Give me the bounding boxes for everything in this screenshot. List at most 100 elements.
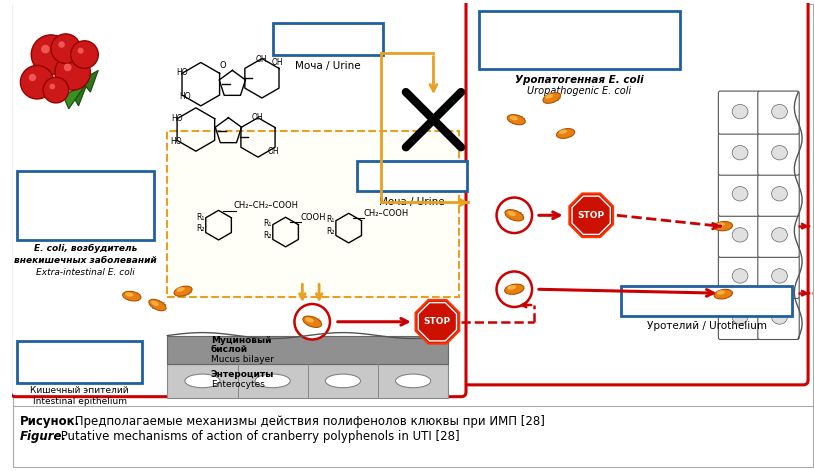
FancyBboxPatch shape (168, 131, 459, 297)
Ellipse shape (732, 105, 748, 119)
Text: R₁: R₁ (326, 215, 335, 224)
Circle shape (59, 41, 65, 48)
Text: CH₂–COOH: CH₂–COOH (364, 209, 409, 218)
Text: Extra-intestinal E. coli: Extra-intestinal E. coli (36, 268, 135, 276)
Ellipse shape (305, 317, 313, 323)
Ellipse shape (123, 292, 141, 301)
Ellipse shape (772, 105, 787, 119)
Text: STOP: STOP (424, 317, 451, 326)
Text: Рисунок.: Рисунок. (20, 415, 80, 429)
FancyBboxPatch shape (463, 0, 808, 385)
Ellipse shape (772, 187, 787, 201)
Text: HO: HO (170, 137, 182, 146)
Ellipse shape (174, 286, 192, 296)
Text: OH: OH (272, 58, 283, 67)
Text: COOH: COOH (300, 213, 326, 222)
Text: OH: OH (252, 113, 263, 122)
Ellipse shape (732, 310, 748, 324)
Polygon shape (81, 70, 98, 92)
FancyBboxPatch shape (758, 91, 799, 134)
Ellipse shape (559, 130, 567, 134)
Circle shape (55, 55, 90, 90)
Ellipse shape (510, 116, 518, 120)
Text: R₂: R₂ (196, 224, 205, 233)
Circle shape (20, 65, 54, 99)
Text: CH₂–CH₂–COOH: CH₂–CH₂–COOH (234, 202, 299, 211)
FancyBboxPatch shape (758, 255, 799, 299)
Ellipse shape (507, 285, 516, 290)
Text: Муциновый: Муциновый (211, 335, 271, 345)
Ellipse shape (716, 290, 725, 295)
Circle shape (71, 41, 98, 68)
FancyBboxPatch shape (357, 161, 467, 191)
Circle shape (77, 48, 84, 54)
Ellipse shape (149, 299, 166, 311)
Text: R₂: R₂ (326, 227, 335, 236)
Text: Uropathogenic E. coli: Uropathogenic E. coli (527, 86, 632, 96)
FancyBboxPatch shape (719, 255, 759, 299)
Ellipse shape (543, 93, 561, 103)
Circle shape (41, 45, 50, 53)
Ellipse shape (732, 269, 748, 283)
Circle shape (51, 34, 81, 64)
FancyBboxPatch shape (719, 296, 759, 340)
FancyBboxPatch shape (758, 214, 799, 257)
Text: Intestinal epithelium: Intestinal epithelium (33, 397, 126, 406)
Ellipse shape (177, 287, 185, 292)
Ellipse shape (716, 222, 725, 227)
Text: R₁: R₁ (196, 213, 205, 222)
Text: Уропатогенная E. coli: Уропатогенная E. coli (515, 75, 644, 85)
Text: Уротелий / Urothelium: Уротелий / Urothelium (646, 321, 767, 331)
FancyBboxPatch shape (719, 214, 759, 257)
Ellipse shape (545, 94, 554, 99)
Ellipse shape (772, 269, 787, 283)
FancyBboxPatch shape (12, 4, 813, 467)
FancyBboxPatch shape (719, 91, 759, 134)
Ellipse shape (326, 374, 361, 388)
Circle shape (497, 197, 532, 233)
FancyBboxPatch shape (273, 23, 383, 55)
Ellipse shape (255, 374, 291, 388)
Ellipse shape (732, 227, 748, 242)
Text: OH: OH (268, 146, 279, 156)
Text: Putative mechanisms of action of cranberry polyphenols in UTI [28]: Putative mechanisms of action of cranber… (57, 430, 459, 443)
Ellipse shape (507, 211, 516, 216)
Text: E. coli, возбудитель: E. coli, возбудитель (33, 244, 137, 253)
Ellipse shape (151, 300, 159, 306)
Text: Предполагаемые механизмы действия полифенолов клюквы при ИМП [28]: Предполагаемые механизмы действия полифе… (71, 415, 545, 429)
Text: Моча / Urine: Моча / Urine (295, 60, 361, 71)
Polygon shape (63, 86, 85, 109)
Circle shape (31, 35, 71, 74)
Text: Кишечный эпителий: Кишечный эпителий (30, 386, 129, 395)
Circle shape (50, 84, 55, 89)
FancyBboxPatch shape (168, 364, 449, 398)
Text: R₂: R₂ (263, 231, 272, 240)
Circle shape (63, 64, 72, 71)
Ellipse shape (772, 146, 787, 160)
Polygon shape (569, 194, 613, 237)
Text: Enterocytes: Enterocytes (211, 380, 265, 389)
Text: Mucus bilayer: Mucus bilayer (211, 355, 274, 364)
Text: внекишечных заболеваний: внекишечных заболеваний (14, 256, 157, 265)
Ellipse shape (772, 227, 787, 242)
Text: OH: OH (255, 55, 267, 64)
Ellipse shape (505, 210, 523, 221)
Polygon shape (71, 75, 90, 106)
Circle shape (497, 271, 532, 307)
Ellipse shape (714, 289, 733, 299)
Text: STOP: STOP (578, 211, 605, 220)
Text: O: O (219, 61, 225, 70)
Text: бислой: бислой (211, 345, 247, 354)
Ellipse shape (303, 316, 322, 327)
Text: Энтероциты: Энтероциты (211, 370, 274, 379)
Ellipse shape (557, 129, 575, 138)
FancyBboxPatch shape (17, 341, 142, 383)
Text: HO: HO (177, 68, 188, 77)
FancyBboxPatch shape (11, 0, 466, 397)
Text: HO: HO (171, 114, 183, 123)
Text: R₁: R₁ (264, 219, 272, 228)
Circle shape (43, 77, 68, 103)
Polygon shape (416, 300, 459, 344)
Ellipse shape (396, 374, 431, 388)
Ellipse shape (185, 374, 220, 388)
